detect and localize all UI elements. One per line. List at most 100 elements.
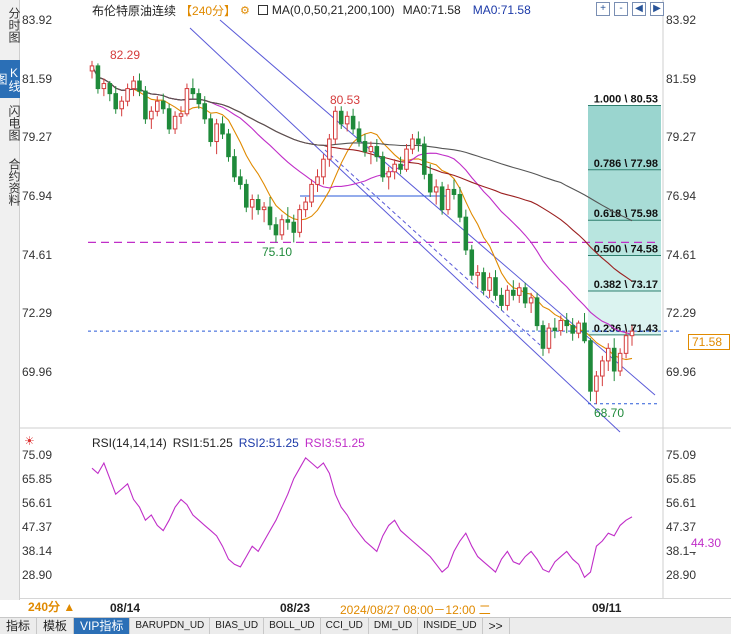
price-axis-label-left: 72.29 (22, 306, 52, 320)
indicator-icon[interactable]: ☀ (24, 434, 35, 448)
candle-body (422, 143, 427, 175)
candle-body (273, 224, 279, 236)
candle-body (255, 199, 261, 211)
price-axis-label-right: 79.27 (666, 130, 696, 144)
side-tab-bar: 分时图 K线图 闪电图 合约资料 (0, 0, 21, 600)
price-axis-label-left: 76.94 (22, 189, 52, 203)
candle-body (611, 347, 617, 372)
tab-barupdn[interactable]: BARUPDN_UD (130, 618, 211, 634)
date-label: 08/14 (110, 601, 141, 615)
price-chart[interactable]: 1.000 \ 80.53 0.786 \ 77.98 0.618 \ 75.98 0… (20, 0, 731, 598)
candle-body (338, 110, 344, 125)
candle-body (522, 287, 528, 304)
candle-body (267, 206, 273, 226)
candle-body (149, 110, 154, 120)
price-axis-label-right: 76.94 (666, 189, 696, 203)
candle-body (315, 176, 320, 185)
candle-body (232, 156, 237, 178)
candle-body (208, 118, 213, 143)
fib-zone-band (588, 255, 661, 292)
candle-body (487, 277, 492, 291)
rsi-axis-label-left: 38.14 (22, 544, 52, 558)
tab-boll[interactable]: BOLL_UD (264, 618, 321, 634)
tab-intraday[interactable]: 分时图 (7, 7, 21, 43)
candle-body (451, 188, 457, 195)
fib-level-label: 0.500 \ 74.58 (594, 244, 658, 256)
current-price-tag: 71.58 (688, 334, 730, 350)
candle-body (107, 83, 113, 95)
period-label[interactable]: 【240分】 (180, 3, 237, 18)
channel-line-mid (324, 149, 541, 346)
tab-dmi[interactable]: DMI_UD (369, 618, 419, 634)
candle-body (303, 201, 308, 211)
candle-body (350, 115, 356, 130)
fib-zone-band (588, 220, 661, 256)
candle-body (516, 287, 522, 296)
rsi-axis-label-right: 28.90 (666, 568, 696, 582)
date-label: 08/23 (280, 601, 311, 615)
price-axis-label-right: 81.59 (666, 72, 696, 86)
candle-body (172, 115, 178, 130)
tab-vip-indicators[interactable]: VIP指标 (74, 618, 131, 634)
tab-kline[interactable]: K线图 (0, 60, 21, 98)
candle-body (202, 103, 208, 120)
tab-more[interactable]: >> (483, 618, 510, 634)
tab-templates[interactable]: 模板 (37, 618, 75, 634)
candle-body (321, 158, 326, 178)
high-annotation: 82.29 (110, 48, 140, 62)
candle-body (154, 100, 160, 112)
price-axis-label-right: 69.96 (666, 365, 696, 379)
candle-body (505, 289, 510, 306)
rsi-axis-label-left: 65.85 (22, 472, 52, 486)
tab-cci[interactable]: CCI_UD (321, 618, 369, 634)
candle-body (404, 148, 409, 170)
rsi-axis-label-left: 28.90 (22, 568, 52, 582)
rsi-axis-label-left: 56.61 (22, 496, 52, 510)
rsi-line (91, 456, 633, 579)
candle-body (291, 221, 297, 233)
low-annotation: 68.70 (594, 406, 624, 420)
scroll-left-button[interactable]: ◀ (632, 2, 646, 16)
tab-bias[interactable]: BIAS_UD (210, 618, 265, 634)
ma-line-200 (91, 65, 633, 222)
tab-inside[interactable]: INSIDE_UD (418, 618, 483, 634)
candle-body (214, 123, 219, 143)
price-axis-label-right: 72.29 (666, 306, 696, 320)
candle-body (623, 335, 629, 354)
candle-body (356, 128, 362, 143)
zoom-out-button[interactable]: - (614, 2, 628, 16)
ma-toggle-icon[interactable] (257, 5, 268, 15)
zoom-in-button[interactable]: + (596, 2, 610, 16)
candle-body (285, 219, 291, 223)
fib-level-label: 0.618 \ 75.98 (594, 208, 658, 220)
candle-body (546, 327, 552, 349)
scroll-right-button[interactable]: ▶ (650, 2, 664, 16)
candle-body (244, 183, 249, 208)
rsi1-value: RSI1:51.25 (172, 436, 233, 450)
fib-zone-band (588, 291, 661, 335)
rsi-axis-label-right: 56.61 (666, 496, 696, 510)
rsi3-value: RSI3:51.25 (304, 436, 365, 450)
candle-body (481, 272, 486, 291)
candle-body (226, 133, 231, 158)
rsi-axis-label-left: 47.37 (22, 520, 52, 534)
tab-indicators[interactable]: 指标 (0, 618, 38, 634)
rsi2-value: RSI2:51.25 (238, 436, 299, 450)
candle-body (131, 80, 136, 90)
tab-contract-info[interactable]: 合约资料 (7, 158, 21, 206)
fib-level-label: 0.236 \ 71.43 (594, 323, 658, 335)
period-selector[interactable]: 240分 ▲ (28, 600, 76, 614)
price-axis-label-left: 79.27 (22, 130, 52, 144)
candle-body (309, 183, 314, 203)
settings-icon[interactable]: ⚙ (240, 4, 250, 17)
candle-body (416, 138, 421, 145)
window-controls: + - ◀ ▶ (596, 2, 664, 16)
candle-body (386, 171, 391, 178)
candle-body (249, 199, 255, 208)
candle-body (629, 330, 635, 337)
instrument-name: 布伦特原油连续 (92, 3, 177, 18)
candle-body (261, 206, 267, 211)
tab-flash-chart[interactable]: 闪电图 (7, 105, 21, 141)
candle-body (89, 65, 95, 72)
rsi-axis-label-left: 75.09 (22, 448, 52, 462)
